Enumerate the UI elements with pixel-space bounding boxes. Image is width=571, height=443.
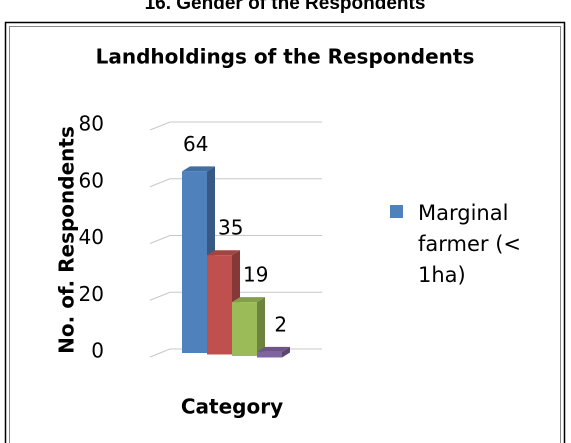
y-axis-label: No. of. Respondents [55, 126, 79, 354]
grid-line [149, 235, 171, 244]
data-label: 19 [243, 263, 268, 287]
bar-top [257, 346, 290, 352]
x-axis-label: Category [181, 395, 283, 419]
bar-top [207, 250, 240, 256]
y-tick-label: 80 [79, 112, 104, 136]
chart-area [9, 26, 561, 443]
grid-line [149, 291, 171, 301]
data-label: 64 [183, 132, 208, 156]
legend-label: Marginal farmer (< 1ha) [418, 201, 522, 287]
y-tick-label: 0 [91, 339, 104, 363]
bar-top [232, 297, 265, 303]
legend-swatch [390, 205, 403, 218]
chart-title: Landholdings of the Respondents [96, 45, 475, 69]
data-label: 35 [218, 216, 243, 240]
chart-frame [4, 21, 566, 443]
bar [182, 171, 207, 353]
y-tick-label: 20 [79, 282, 104, 306]
bar-side [257, 297, 265, 356]
bar [207, 255, 232, 355]
y-tick-label: 40 [79, 225, 104, 249]
bar [257, 351, 282, 358]
grid-line [149, 178, 171, 188]
page-heading: 16. Gender of the Respondents [145, 0, 426, 14]
grid-line [149, 348, 171, 358]
bar-side [282, 346, 290, 358]
bar-top [182, 166, 215, 172]
grid-line [149, 121, 171, 131]
data-label: 2 [274, 312, 287, 336]
bar [232, 302, 257, 356]
y-tick-label: 60 [79, 168, 104, 192]
